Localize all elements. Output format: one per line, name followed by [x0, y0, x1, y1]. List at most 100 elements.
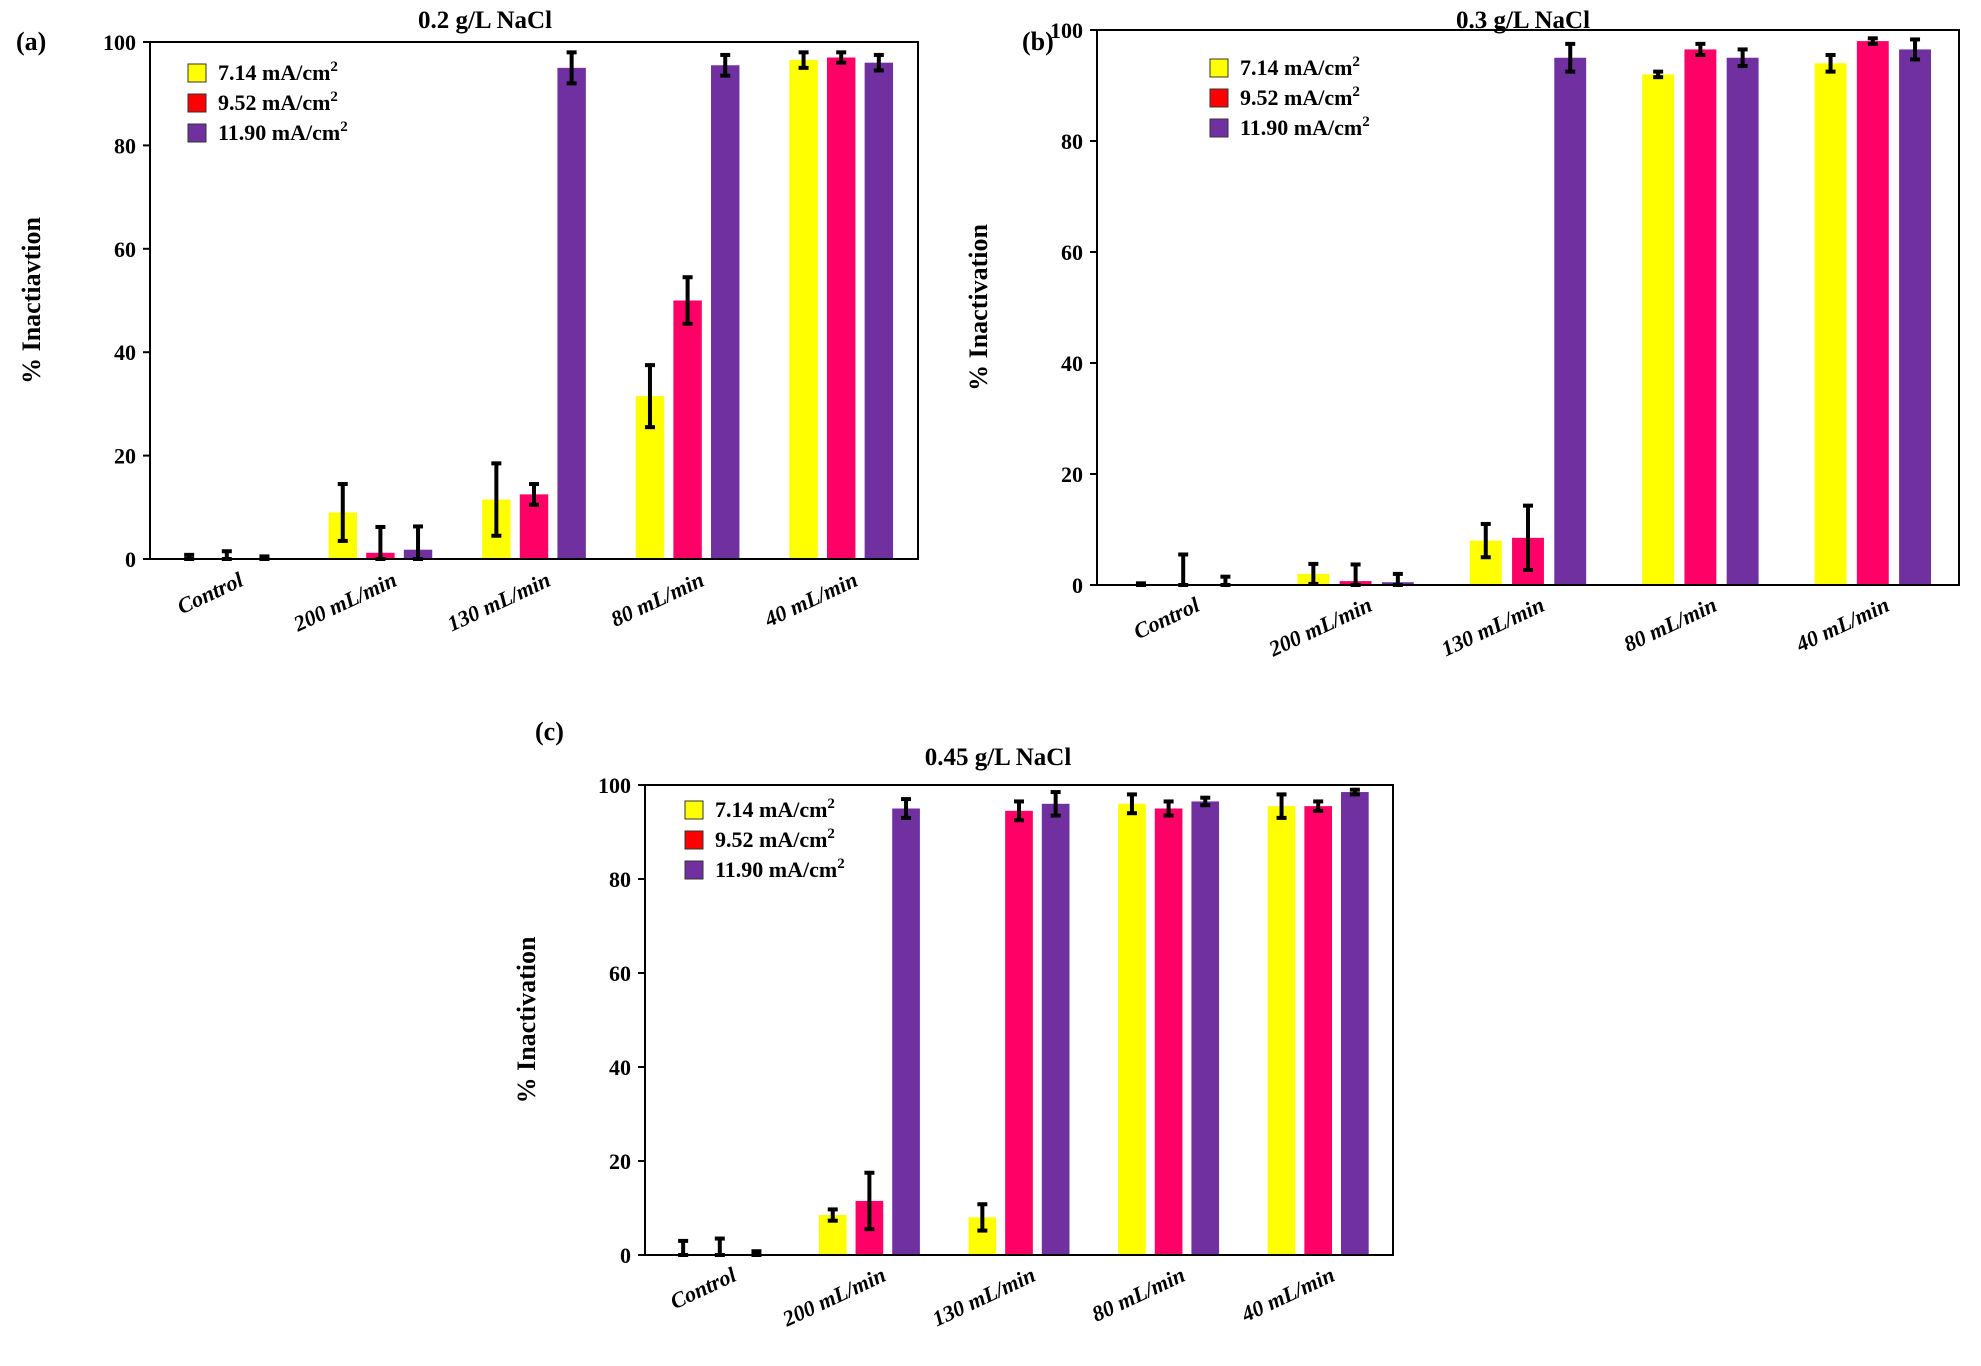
plot-frame: [149, 41, 919, 560]
legend-swatch: [1209, 58, 1229, 78]
x-tick-label: Control: [1130, 592, 1205, 644]
legend-label-text: 9.52 mA/cm: [1240, 85, 1352, 110]
legend-label-superscript: 2: [330, 59, 338, 75]
y-tick-label: 20: [114, 444, 136, 469]
legend-label-superscript: 2: [1352, 54, 1360, 70]
chart-title: 0.2 g/L NaCl: [418, 7, 552, 34]
x-tick-label: 80 mL/min: [1088, 1262, 1189, 1327]
legend-label-text: 9.52 mA/cm: [218, 90, 330, 115]
x-tick-label: 200 mL/min: [778, 1262, 890, 1332]
x-tick-label: 80 mL/min: [607, 567, 708, 632]
y-tick-label: 100: [598, 773, 631, 798]
bar: [1814, 63, 1847, 586]
bar: [1899, 49, 1931, 586]
bar: [1726, 57, 1759, 585]
legend-label-text: 9.52 mA/cm: [715, 827, 827, 852]
legend-swatch: [684, 830, 704, 850]
y-tick-label: 0: [125, 547, 136, 572]
y-tick-label: 40: [1061, 351, 1083, 376]
x-tick-label: 80 mL/min: [1620, 592, 1721, 657]
bar: [1191, 801, 1220, 1255]
legend-swatch: [1209, 88, 1229, 108]
legend-label-text: 7.14 mA/cm: [1240, 55, 1352, 80]
legend-label: 11.90 mA/cm2: [715, 856, 845, 882]
legend-label: 11.90 mA/cm2: [218, 119, 348, 145]
y-tick-label: 80: [114, 133, 136, 158]
legend-label: 11.90 mA/cm2: [1240, 114, 1370, 140]
y-axis-label: % Inactiavtion: [17, 217, 46, 384]
legend-swatch: [684, 860, 704, 880]
legend-label-text: 11.90 mA/cm: [218, 120, 340, 145]
y-tick-label: 80: [1061, 129, 1083, 154]
legend-label: 7.14 mA/cm2: [218, 59, 338, 85]
y-tick-label: 80: [609, 867, 631, 892]
panel-label: (a): [16, 27, 46, 56]
x-tick-label: 200 mL/min: [289, 567, 401, 637]
legend-swatch: [1209, 118, 1229, 138]
legend-label-text: 11.90 mA/cm: [1240, 115, 1362, 140]
legend-label: 7.14 mA/cm2: [715, 796, 835, 822]
panel-label: (b): [1022, 27, 1054, 56]
bar: [892, 808, 920, 1255]
bar: [1304, 806, 1333, 1255]
y-tick-label: 0: [1072, 573, 1083, 598]
x-tick-label: 40 mL/min: [1791, 592, 1893, 657]
x-tick-label: 130 mL/min: [928, 1262, 1039, 1331]
legend-swatch: [187, 63, 207, 83]
x-tick-label: 130 mL/min: [1437, 592, 1548, 661]
x-tick-label: 200 mL/min: [1264, 592, 1376, 662]
bar: [1041, 803, 1070, 1255]
legend-label-superscript: 2: [837, 856, 845, 872]
x-tick-label: 40 mL/min: [1237, 1262, 1339, 1327]
x-tick-label: 40 mL/min: [760, 567, 862, 632]
bar: [673, 300, 702, 559]
y-tick-label: 40: [114, 340, 136, 365]
bar: [1642, 74, 1675, 586]
legend-swatch: [187, 123, 207, 143]
y-tick-label: 20: [609, 1149, 631, 1174]
x-tick-label: Control: [666, 1262, 741, 1314]
legend-label-superscript: 2: [827, 826, 835, 842]
chart-panel-c: (c) 0.45 g/L NaCl 0 20 40 60 80 100 % Inactivati…: [512, 717, 1394, 1332]
legend-label-superscript: 2: [340, 119, 348, 135]
y-axis-label: % Inactivation: [964, 224, 993, 391]
bar: [1005, 810, 1033, 1255]
x-tick-label: 130 mL/min: [443, 567, 554, 636]
x-tick-label: Control: [173, 567, 248, 619]
legend-label-superscript: 2: [1362, 114, 1370, 130]
y-tick-label: 60: [1061, 240, 1083, 265]
y-tick-label: 40: [609, 1055, 631, 1080]
legend-swatch: [684, 800, 704, 820]
bar: [1684, 49, 1717, 586]
legend-label-superscript: 2: [330, 89, 338, 105]
bar: [826, 57, 856, 559]
bar: [1154, 808, 1183, 1255]
panel-label: (c): [535, 717, 564, 746]
legend-label-text: 7.14 mA/cm: [218, 60, 330, 85]
chart-panel-a: (a) 0.2 g/L NaCl 0 20 40 60 80 100 % Inactiavtio…: [16, 7, 919, 637]
bar: [789, 60, 818, 559]
legend-label: 7.14 mA/cm2: [1240, 54, 1360, 80]
bar: [557, 67, 586, 559]
y-tick-label: 100: [1050, 18, 1083, 43]
legend-label-text: 7.14 mA/cm: [715, 797, 827, 822]
bar: [1341, 792, 1369, 1255]
bar: [1267, 806, 1296, 1255]
plot-frame: [644, 784, 1394, 1256]
y-tick-label: 20: [1061, 462, 1083, 487]
plot-frame: [1096, 29, 1960, 586]
legend-label-superscript: 2: [1352, 84, 1360, 100]
legend-label-text: 11.90 mA/cm: [715, 857, 837, 882]
y-tick-label: 60: [609, 961, 631, 986]
chart-title: 0.45 g/L NaCl: [925, 744, 1072, 771]
legend-label: 9.52 mA/cm2: [1240, 84, 1360, 110]
y-tick-label: 60: [114, 237, 136, 262]
bar: [1118, 803, 1146, 1255]
legend-label: 9.52 mA/cm2: [218, 89, 338, 115]
bar: [1554, 57, 1587, 585]
bar: [711, 65, 740, 559]
legend-swatch: [187, 93, 207, 113]
y-tick-label: 100: [103, 30, 136, 55]
